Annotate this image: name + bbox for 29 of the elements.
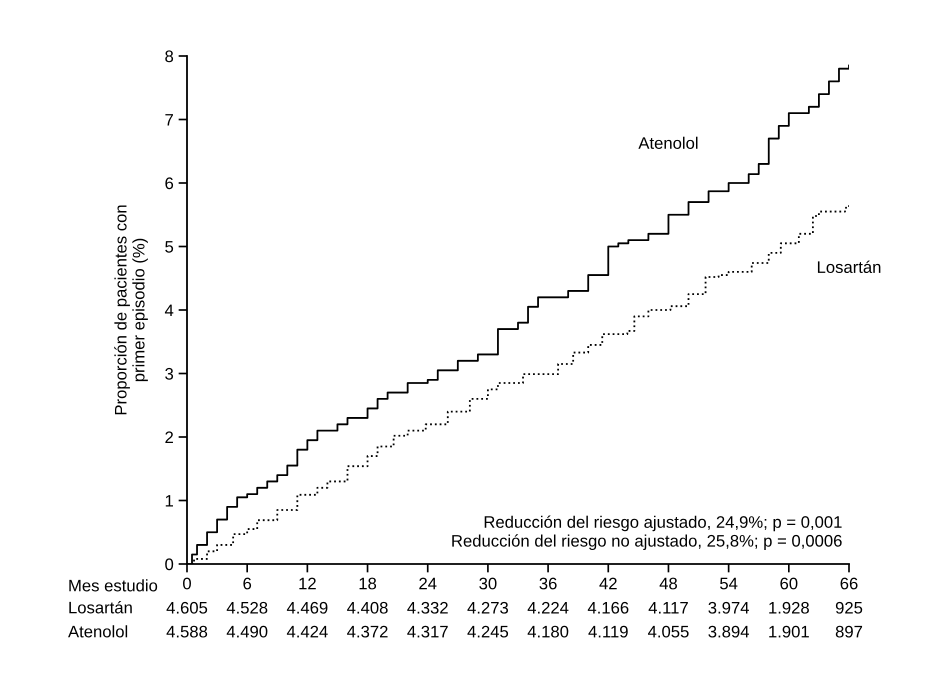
x-tick-label: 24 — [419, 578, 437, 590]
annotation: Reducción del riesgo ajustado, 24,9%; p = 0,001 — [484, 515, 842, 532]
text: Atenolol 4.588 4.490 4.424 4.372 4.317 4.245 4.180 4.119 4.055 3.894 1.901 897 — [68, 625, 862, 638]
x-tick-label: 6 — [243, 578, 252, 590]
text: Losartán 4.605 4.528 4.469 4.408 4.332 4.273 4.224 4.166 4.117 3.974 1.928 925 — [69, 601, 862, 614]
y-tick-label: 2 — [165, 431, 173, 444]
y-tick-label: 0 — [165, 558, 174, 570]
x-tick-label: 48 — [660, 578, 677, 590]
x-tick-label: 18 — [360, 578, 376, 590]
annotation: Reducción del riesgo no ajustado, 25,8%; p = 0,0006 — [452, 534, 842, 550]
y-tick-label: 6 — [165, 177, 174, 190]
series-label: Losartán — [818, 260, 880, 274]
text: Atenolol — [638, 136, 698, 149]
x-tick-label: 60 — [780, 578, 798, 590]
x-tick-label: 0 — [183, 578, 191, 590]
y-tick-label: 4 — [164, 304, 174, 316]
y-tick-label: 1 — [166, 495, 173, 507]
x-tick-label: 12 — [299, 578, 316, 590]
x-axis-title: Mes estudio — [69, 579, 158, 592]
x-tick-label: 30 — [479, 578, 497, 590]
y-tick-label: 5 — [165, 241, 174, 253]
x-tick-label: 66 — [840, 578, 858, 590]
y-axis-title: Proporción de pacientes con primer episodio (%) — [114, 205, 148, 414]
x-tick-label: 42 — [599, 578, 617, 590]
y-tick-label: 8 — [165, 50, 174, 62]
y-tick-label: 3 — [165, 368, 174, 380]
y-tick-label: 7 — [165, 114, 173, 126]
x-tick-label: 54 — [720, 578, 738, 590]
x-tick-label: 36 — [539, 578, 557, 590]
